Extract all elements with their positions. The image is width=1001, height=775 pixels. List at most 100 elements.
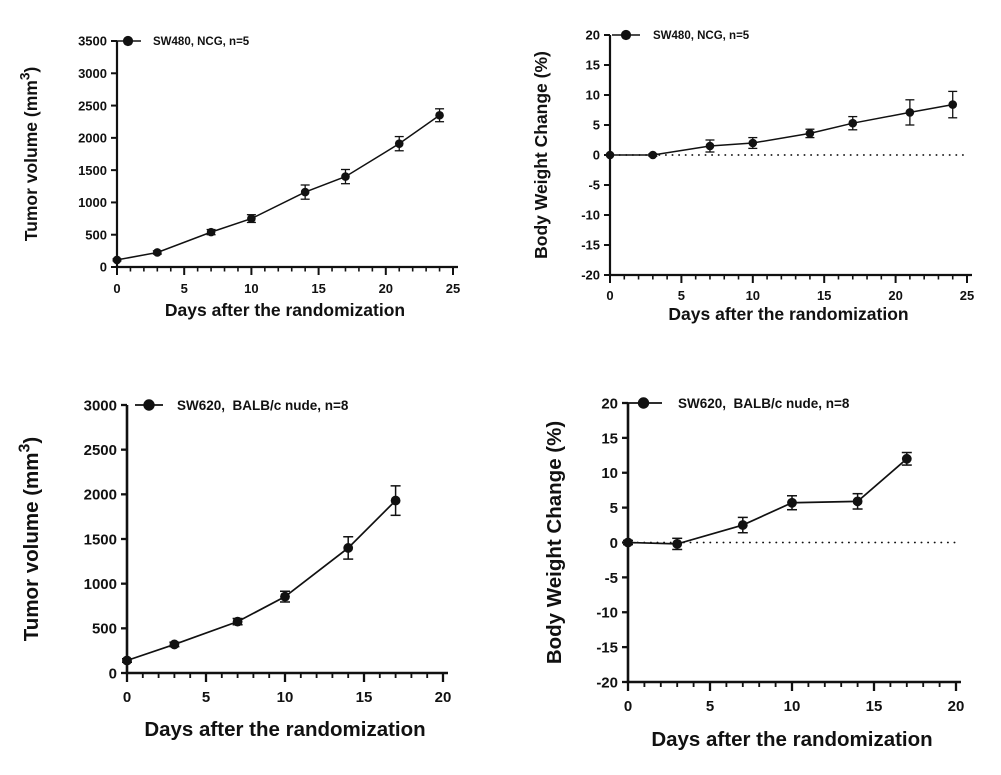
data-point-marker <box>737 520 748 530</box>
y-tick-label: -10 <box>581 208 600 223</box>
x-tick-label: 15 <box>817 288 831 303</box>
legend-marker-dot <box>620 29 632 41</box>
chart-sw620-tumor-volume: 0 500 1000 1500 2000 2500 3000 0 5 10 15 20 SW620, B… <box>0 370 500 770</box>
y-tick-label: 5 <box>610 500 618 517</box>
y-tick-label: 10 <box>601 465 618 482</box>
series-line <box>116 114 440 261</box>
x-axis-title: Days after the randomization <box>668 304 908 324</box>
x-tick-label: 10 <box>784 698 801 715</box>
x-tick-label: 20 <box>888 288 902 303</box>
data-point-marker <box>435 110 444 120</box>
sw620-body-weight-change-svg: -20 -15 -10 -5 0 5 10 15 20 0 5 10 15 20 SW620, BALB/c… <box>543 395 965 751</box>
sw620-tumor-volume-svg: 0 500 1000 1500 2000 2500 3000 0 5 10 15 20 SW620, B… <box>16 397 452 741</box>
legend-label: SW480, NCG, n=5 <box>153 36 250 48</box>
y-tick-label: 10 <box>586 88 600 103</box>
data-point-marker <box>300 187 310 197</box>
data-point-marker <box>705 141 715 151</box>
data-point-marker <box>394 139 404 148</box>
y-tick-label: -5 <box>588 178 600 193</box>
y-tick-label: 2000 <box>78 131 107 146</box>
y-tick-label: -20 <box>581 268 600 283</box>
data-point-marker <box>247 214 256 223</box>
data-point-marker <box>153 248 162 257</box>
y-tick-label: 3000 <box>78 66 107 81</box>
data-point-marker <box>648 150 658 160</box>
x-tick-label: 5 <box>678 288 685 303</box>
data-point-marker <box>112 255 122 265</box>
y-tick-label: 0 <box>610 535 618 552</box>
x-tick-label: 15 <box>356 689 373 706</box>
x-tick-label: 0 <box>113 281 120 296</box>
y-tick-label: -20 <box>596 674 618 691</box>
x-tick-label: 10 <box>244 281 258 296</box>
data-point-marker <box>748 138 758 148</box>
legend-marker-dot <box>143 399 155 411</box>
sw480-tumor-volume-svg: 0 500 1000 1500 2000 2500 3000 3500 0 5 10 15 20 25 SW… <box>18 34 461 320</box>
sw480-body-weight-change-svg: -20 -15 -10 -5 0 5 10 15 20 0 5 10 15 20 25 SW480, NCG,… <box>531 28 974 324</box>
y-tick-label: -15 <box>581 238 600 253</box>
data-point-marker <box>122 655 132 666</box>
data-point-marker <box>605 150 615 160</box>
x-tick-label: 10 <box>277 689 294 706</box>
chart-sw620-body-weight-change: -20 -15 -10 -5 0 5 10 15 20 0 5 10 15 20 SW620, BALB/c… <box>500 370 1001 770</box>
data-point-marker <box>905 108 915 117</box>
series-line <box>610 103 953 156</box>
y-tick-label: 1000 <box>78 195 107 210</box>
y-tick-label: 20 <box>586 28 600 43</box>
series-line <box>126 499 397 662</box>
y-tick-label: 2500 <box>78 98 107 113</box>
y-tick-label: 15 <box>601 430 618 447</box>
x-tick-label: 25 <box>960 288 974 303</box>
legend-marker-dot <box>637 397 650 409</box>
data-point-marker <box>341 172 350 181</box>
y-tick-label: 1500 <box>78 163 107 178</box>
y-tick-label: 500 <box>85 227 107 242</box>
legend-label: SW480, NCG, n=5 <box>653 30 750 42</box>
x-tick-label: 15 <box>311 281 325 296</box>
x-tick-label: 20 <box>948 698 965 715</box>
y-tick-label: -15 <box>596 640 618 657</box>
y-tick-label: 0 <box>109 665 117 682</box>
legend-marker-dot <box>122 35 134 47</box>
x-axis-title: Days after the randomization <box>165 300 405 320</box>
y-tick-label: 0 <box>593 148 600 163</box>
chart-sw480-tumor-volume: 0 500 1000 1500 2000 2500 3000 3500 0 5 10 15 20 25 SW… <box>0 0 500 340</box>
y-tick-label: -5 <box>605 570 618 587</box>
legend-label: SW620, BALB/c nude, n=8 <box>678 396 850 411</box>
y-tick-label: 20 <box>601 395 618 412</box>
data-point-marker <box>390 495 401 506</box>
y-tick-label: 1500 <box>84 531 117 548</box>
data-point-marker <box>232 616 243 627</box>
data-point-marker <box>280 591 290 602</box>
x-tick-label: 20 <box>379 281 393 296</box>
y-tick-label: 1000 <box>84 576 117 593</box>
y-axis-title: Body Weight Change (%) <box>531 51 551 259</box>
y-tick-label: 2500 <box>84 442 117 459</box>
y-axis-title: Tumor volume (mm3) <box>16 437 43 641</box>
x-tick-label: 5 <box>202 689 210 706</box>
y-tick-label: 0 <box>100 260 107 275</box>
series-line <box>627 458 908 545</box>
data-point-marker <box>623 537 633 548</box>
data-point-marker <box>672 538 683 549</box>
y-tick-label: 15 <box>586 58 600 73</box>
y-tick-label: 5 <box>593 118 600 133</box>
x-axis-title: Days after the randomization <box>651 728 932 751</box>
chart-sw480-body-weight-change: -20 -15 -10 -5 0 5 10 15 20 0 5 10 15 20 25 SW480, NCG,… <box>500 0 1001 340</box>
x-tick-label: 0 <box>606 288 613 303</box>
y-axis-title: Tumor volume (mm3) <box>18 67 41 242</box>
data-point-marker <box>901 453 912 464</box>
x-tick-label: 5 <box>181 281 188 296</box>
x-tick-label: 20 <box>435 689 452 706</box>
data-point-marker <box>852 496 863 507</box>
x-tick-label: 15 <box>866 698 883 715</box>
y-tick-label: 500 <box>92 621 117 638</box>
x-tick-label: 10 <box>746 288 760 303</box>
x-axis-title: Days after the randomization <box>144 718 425 741</box>
legend-label: SW620, BALB/c nude, n=8 <box>177 398 349 413</box>
data-point-marker <box>206 227 216 237</box>
y-tick-label: 2000 <box>84 487 117 504</box>
x-tick-label: 25 <box>446 281 460 296</box>
data-point-marker <box>787 497 797 508</box>
